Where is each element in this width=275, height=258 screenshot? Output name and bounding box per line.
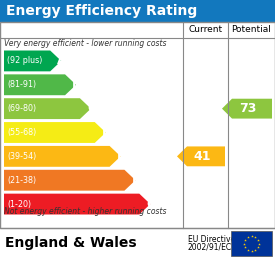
- Polygon shape: [4, 170, 136, 191]
- Text: B: B: [72, 78, 82, 91]
- Text: C: C: [87, 102, 97, 115]
- Text: (81-91): (81-91): [7, 80, 36, 89]
- Polygon shape: [4, 98, 91, 119]
- Polygon shape: [4, 122, 106, 143]
- Text: 73: 73: [239, 102, 257, 115]
- Text: (92 plus): (92 plus): [7, 57, 42, 66]
- Text: F: F: [132, 174, 141, 187]
- Text: A: A: [57, 54, 67, 67]
- Text: (69-80): (69-80): [7, 104, 36, 113]
- Bar: [231, 231, 272, 256]
- Text: (39-54): (39-54): [7, 152, 36, 161]
- Text: Potential: Potential: [232, 26, 271, 35]
- Text: (21-38): (21-38): [7, 176, 36, 185]
- Text: G: G: [146, 198, 156, 211]
- Text: Not energy efficient - higher running costs: Not energy efficient - higher running co…: [4, 207, 166, 216]
- Text: E: E: [117, 150, 126, 163]
- Text: EU Directive: EU Directive: [188, 235, 235, 244]
- Text: D: D: [102, 126, 112, 139]
- Polygon shape: [4, 51, 61, 71]
- Text: 41: 41: [193, 150, 211, 163]
- Text: 2002/91/EC: 2002/91/EC: [188, 242, 232, 251]
- Text: Current: Current: [188, 26, 222, 35]
- Polygon shape: [222, 99, 272, 119]
- Bar: [0, 22, 275, 228]
- Bar: [0, 228, 275, 258]
- Text: England & Wales: England & Wales: [5, 236, 137, 250]
- Polygon shape: [177, 147, 225, 166]
- Bar: [0, 0, 275, 22]
- Polygon shape: [4, 74, 76, 95]
- Text: (55-68): (55-68): [7, 128, 36, 137]
- Polygon shape: [4, 146, 121, 167]
- Text: Very energy efficient - lower running costs: Very energy efficient - lower running co…: [4, 39, 166, 48]
- Text: (1-20): (1-20): [7, 200, 31, 208]
- Polygon shape: [4, 194, 150, 214]
- Text: Energy Efficiency Rating: Energy Efficiency Rating: [6, 4, 197, 18]
